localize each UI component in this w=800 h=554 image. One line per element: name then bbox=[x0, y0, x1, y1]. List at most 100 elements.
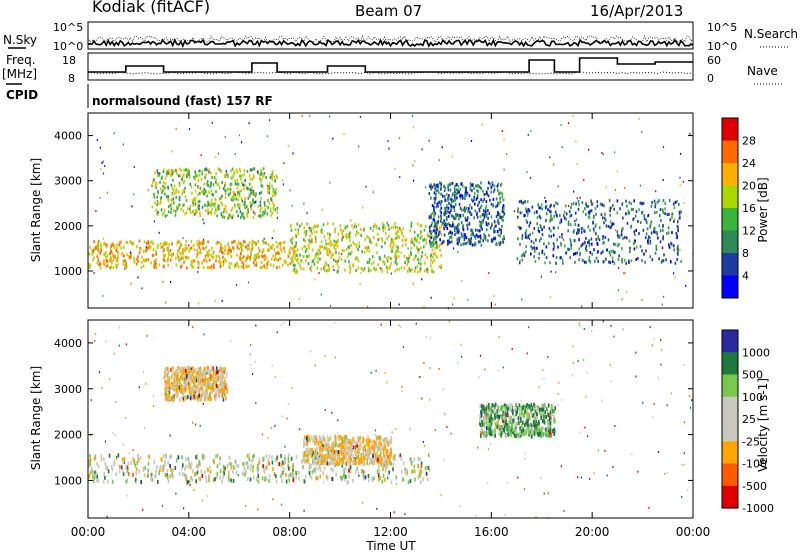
echo-cell bbox=[519, 211, 522, 215]
echo-cell bbox=[473, 198, 475, 202]
echo-cell bbox=[412, 179, 415, 182]
echo-cell bbox=[163, 248, 165, 252]
echo-cell bbox=[333, 244, 335, 248]
echo-cell bbox=[291, 465, 294, 470]
echo-cell bbox=[552, 226, 555, 230]
echo-cell bbox=[392, 225, 395, 229]
echo-cell bbox=[172, 188, 175, 192]
echo-cell bbox=[164, 241, 166, 244]
echo-cell bbox=[575, 202, 577, 206]
echo-cell bbox=[224, 136, 226, 138]
echo-cell bbox=[327, 253, 330, 257]
echo-cell bbox=[181, 466, 183, 471]
echo-cell bbox=[477, 203, 479, 207]
echo-cell bbox=[362, 470, 365, 475]
echo-cell bbox=[349, 266, 351, 270]
echo-cell bbox=[386, 270, 389, 274]
echo-cell bbox=[295, 475, 297, 480]
echo-cell bbox=[263, 264, 265, 268]
echo-cell bbox=[423, 237, 426, 241]
echo-cell bbox=[341, 476, 344, 481]
echo-cell bbox=[638, 232, 640, 235]
echo-cell bbox=[523, 254, 526, 258]
echo-cell bbox=[671, 212, 674, 216]
echo-cell bbox=[438, 201, 440, 205]
echo-cell bbox=[166, 259, 169, 263]
echo-cell bbox=[502, 427, 505, 432]
echo-cell bbox=[392, 467, 394, 472]
echo-cell bbox=[662, 259, 665, 263]
echo-cell bbox=[340, 443, 343, 448]
echo-cell bbox=[357, 451, 360, 456]
echo-cell bbox=[593, 216, 595, 220]
echo-cell bbox=[193, 175, 195, 179]
cpid-text: normalsound (fast) 157 RF bbox=[92, 94, 273, 108]
echo-cell bbox=[126, 469, 129, 473]
echo-cell bbox=[155, 258, 157, 262]
echo-cell bbox=[221, 368, 224, 373]
echo-cell bbox=[410, 237, 413, 241]
echo-cell bbox=[268, 454, 271, 459]
echo-cell bbox=[272, 467, 274, 472]
echo-cell bbox=[357, 248, 359, 252]
echo-cell bbox=[547, 208, 549, 212]
echo-cell bbox=[230, 208, 233, 212]
echo-cell bbox=[567, 122, 570, 125]
echo-cell bbox=[595, 256, 598, 260]
echo-cell bbox=[374, 268, 377, 272]
echo-cell bbox=[430, 264, 432, 268]
echo-cell bbox=[595, 238, 598, 241]
echo-cell bbox=[450, 207, 453, 210]
echo-cell bbox=[193, 248, 196, 252]
echo-cell bbox=[501, 130, 503, 132]
echo-cell bbox=[435, 193, 437, 196]
echo-cell bbox=[408, 254, 411, 258]
echo-cell bbox=[205, 209, 207, 213]
echo-cell bbox=[404, 470, 406, 474]
echo-cell bbox=[121, 457, 124, 462]
echo-cell bbox=[499, 241, 502, 244]
echo-cell bbox=[104, 165, 106, 167]
echo-cell bbox=[491, 429, 494, 434]
echo-cell bbox=[92, 248, 95, 252]
echo-cell bbox=[479, 240, 482, 244]
echo-cell bbox=[171, 385, 174, 390]
echo-cell bbox=[514, 426, 517, 431]
echo-cell bbox=[359, 458, 361, 463]
echo-cell bbox=[337, 455, 339, 460]
echo-cell bbox=[437, 215, 440, 219]
echo-cell bbox=[353, 439, 356, 444]
echo-cell bbox=[545, 256, 548, 260]
echo-cell bbox=[364, 456, 366, 461]
echo-cell bbox=[349, 243, 352, 247]
echo-cell bbox=[312, 259, 314, 263]
echo-cell bbox=[225, 259, 227, 263]
echo-cell bbox=[529, 433, 532, 438]
echo-cell bbox=[480, 187, 482, 190]
echo-cell bbox=[189, 396, 192, 401]
echo-cell bbox=[159, 242, 162, 246]
echo-cell bbox=[254, 258, 257, 262]
echo-cell bbox=[585, 212, 587, 216]
echo-cell bbox=[153, 263, 155, 267]
echo-cell bbox=[151, 205, 154, 209]
echo-cell bbox=[359, 282, 361, 285]
echo-cell bbox=[455, 183, 458, 187]
echo-cell bbox=[553, 244, 556, 248]
echo-cell bbox=[199, 186, 202, 190]
echo-cell bbox=[219, 265, 222, 268]
echo-cell bbox=[189, 387, 192, 392]
echo-cell bbox=[451, 155, 453, 158]
echo-cell bbox=[509, 420, 511, 424]
echo-cell bbox=[348, 474, 350, 479]
echo-cell bbox=[327, 232, 329, 235]
echo-cell bbox=[88, 262, 90, 266]
echo-cell bbox=[424, 261, 426, 265]
echo-cell bbox=[208, 249, 211, 253]
echo-cell bbox=[249, 168, 252, 172]
echo-cell bbox=[336, 453, 339, 458]
echo-cell bbox=[654, 211, 656, 214]
echo-cell bbox=[209, 374, 212, 379]
echo-cell bbox=[537, 405, 540, 410]
echo-cell bbox=[676, 258, 678, 261]
